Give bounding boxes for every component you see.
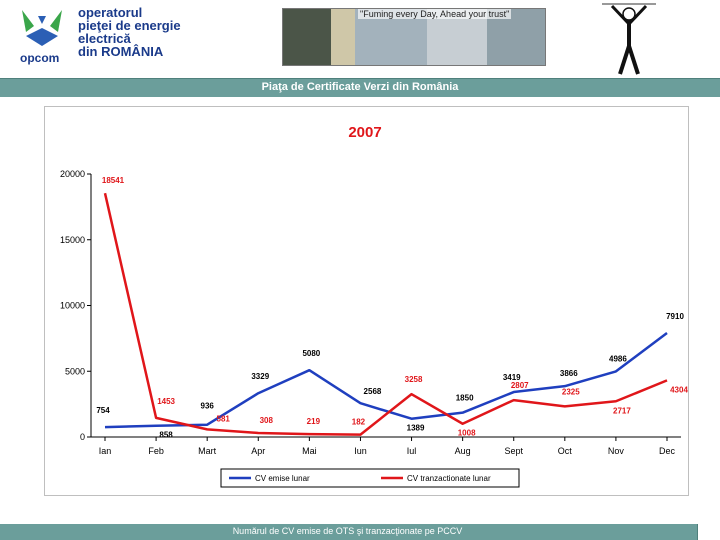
org-line-2: pieţei de energie xyxy=(78,18,181,33)
page-number-box xyxy=(697,524,720,540)
brand-name: opcom xyxy=(20,51,60,65)
x-tick-label: Aug xyxy=(455,446,471,456)
y-tick-label: 20000 xyxy=(60,169,85,179)
footer-band: Numărul de CV emise de OTS şi tranzacţio… xyxy=(0,524,720,540)
data-label: 219 xyxy=(307,417,321,426)
data-label: 2568 xyxy=(364,387,382,396)
org-line-3: electrică xyxy=(78,31,131,46)
y-tick-label: 10000 xyxy=(60,301,85,311)
x-tick-label: Oct xyxy=(558,446,573,456)
page-title: Piaţa de Certificate Verzi din România xyxy=(261,81,459,93)
data-label: 7910 xyxy=(666,312,684,321)
x-tick-label: Sept xyxy=(504,446,523,456)
data-label: 18541 xyxy=(102,176,125,185)
data-label: 4304 xyxy=(670,385,688,394)
stock-board-image xyxy=(283,9,332,65)
footer-caption: Numărul de CV emise de OTS şi tranzacţio… xyxy=(232,526,463,536)
data-label: 3258 xyxy=(405,375,423,384)
x-tick-label: Feb xyxy=(148,446,164,456)
data-label: 2717 xyxy=(613,406,631,415)
chart-series: 754 858 936 3329 5080 2568 1389 1850 3419 3866 498… xyxy=(96,176,688,440)
data-label: 182 xyxy=(352,418,366,427)
x-tick-label: Iul xyxy=(407,446,417,456)
data-label: 754 xyxy=(96,406,110,415)
data-label: 3329 xyxy=(251,372,269,381)
x-tick-label: Nov xyxy=(608,446,625,456)
series-line-cv-emise xyxy=(104,331,668,429)
data-label: 3866 xyxy=(560,369,578,378)
hand-image xyxy=(331,9,356,65)
legend-label: CV emise lunar xyxy=(255,474,310,483)
x-tick-label: Mai xyxy=(302,446,317,456)
data-label: 858 xyxy=(159,431,173,440)
data-label: 308 xyxy=(260,416,274,425)
legend-label: CV tranzactionate lunar xyxy=(407,474,491,483)
data-label: 2325 xyxy=(562,387,580,396)
data-label: 2807 xyxy=(511,381,529,390)
title-band: Piaţa de Certificate Verzi din România xyxy=(0,78,720,97)
data-label: 1008 xyxy=(458,429,476,438)
chart-legend: CV emise lunar CV tranzactionate lunar xyxy=(220,468,520,488)
x-tick-label: Ian xyxy=(99,446,112,456)
slogan: "Fuming every Day, Ahead your trust" xyxy=(358,9,512,19)
chart-axes: 0 5000 10000 15000 20000 Ian Feb Mart Apr Mai Iun I… xyxy=(60,169,681,456)
chart-frame: 2007 0 5000 10000 15000 20000 Ian Feb Mart Apr Ma… xyxy=(44,106,689,496)
data-label: 1389 xyxy=(407,424,425,433)
legend-box xyxy=(220,468,520,488)
worker-figure-icon xyxy=(602,3,656,75)
data-label: 3419 xyxy=(503,373,521,382)
data-label: 4986 xyxy=(609,354,627,363)
chart-title: 2007 xyxy=(348,124,381,141)
data-label: 1453 xyxy=(157,397,175,406)
org-name: operatorul pieţei de energie electrică d… xyxy=(78,6,181,58)
org-line-4: din ROMÂNIA xyxy=(78,44,164,59)
header: opcom operatorul pieţei de energie elect… xyxy=(0,0,720,80)
x-tick-label: Apr xyxy=(251,446,265,456)
x-tick-label: Mart xyxy=(198,446,216,456)
org-line-1: operatorul xyxy=(78,5,143,20)
data-label: 5080 xyxy=(302,349,320,358)
y-tick-label: 15000 xyxy=(60,235,85,245)
y-tick-label: 0 xyxy=(80,432,85,442)
x-tick-label: Iun xyxy=(354,446,367,456)
data-label: 1850 xyxy=(456,394,474,403)
x-tick-label: Dec xyxy=(659,446,676,456)
opcom-logo-icon xyxy=(22,10,62,46)
y-tick-label: 5000 xyxy=(65,366,85,376)
data-label: 936 xyxy=(201,402,215,411)
line-chart: 2007 0 5000 10000 15000 20000 Ian Feb Mart Apr Ma… xyxy=(60,124,688,488)
series-line-cv-tranzactionate xyxy=(103,192,668,436)
data-label: 581 xyxy=(217,414,231,423)
